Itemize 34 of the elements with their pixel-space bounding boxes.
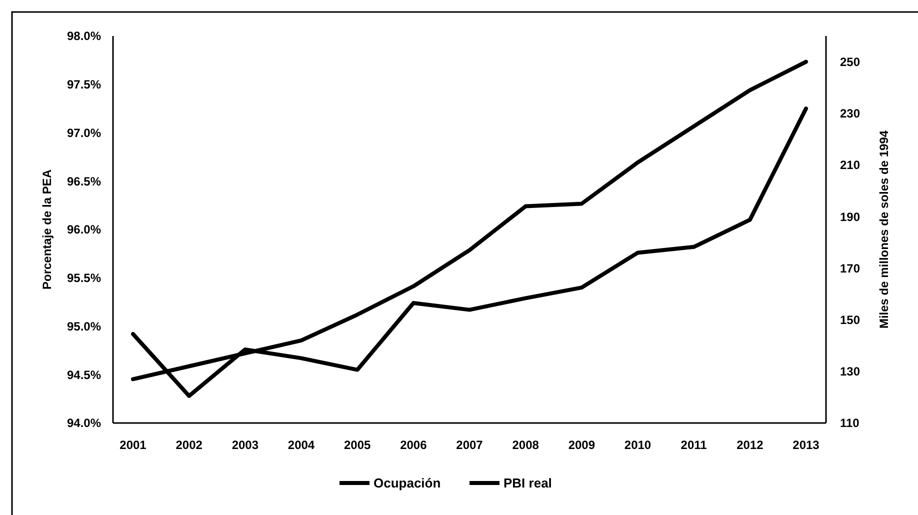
- y-axis-title: Porcentaje de la PEA: [40, 169, 54, 290]
- y2-tick-label: 110: [840, 416, 860, 430]
- y2-tick-label: 130: [840, 364, 860, 379]
- x-tick-label: 2013: [792, 438, 820, 452]
- y-tick-label: 94.0%: [66, 416, 102, 430]
- y2-tick-label: 250: [840, 55, 860, 69]
- x-tick-label: 2003: [232, 438, 259, 452]
- x-tick-label: 2002: [176, 438, 203, 452]
- x-tick-label: 2006: [400, 438, 428, 452]
- y2-tick-label: 210: [840, 158, 860, 172]
- y-tick-label: 96.5%: [66, 174, 102, 188]
- x-tick-label: 2007: [456, 438, 484, 452]
- x-tick-label: 2005: [344, 438, 372, 452]
- y-tick-label: 94.5%: [66, 368, 102, 382]
- x-tick-label: 2012: [736, 438, 764, 452]
- y-tick-label: 97.5%: [66, 78, 102, 92]
- x-tick-label: 2009: [568, 438, 596, 452]
- x-tick-label: 2008: [512, 438, 540, 452]
- legend-label: Ocupación: [374, 476, 441, 491]
- y-tick-label: 97.0%: [66, 126, 102, 140]
- legend-label: PBI real: [504, 476, 552, 491]
- y-tick-label: 98.0%: [66, 29, 102, 44]
- y-tick-label: 95.5%: [66, 271, 102, 286]
- x-tick-label: 2011: [680, 438, 708, 452]
- x-tick-label: 2001: [120, 438, 147, 452]
- y2-axis-title: Miles de millones de soles de 1994: [877, 130, 891, 329]
- x-tick-label: 2010: [624, 438, 652, 452]
- y-tick-label: 96.0%: [66, 222, 102, 237]
- x-tick-label: 2004: [288, 438, 315, 452]
- y-tick-label: 95.0%: [66, 319, 102, 334]
- y2-tick-label: 170: [840, 261, 860, 276]
- y2-tick-label: 190: [840, 210, 860, 224]
- y2-tick-label: 230: [840, 106, 860, 121]
- y2-tick-label: 150: [840, 313, 860, 327]
